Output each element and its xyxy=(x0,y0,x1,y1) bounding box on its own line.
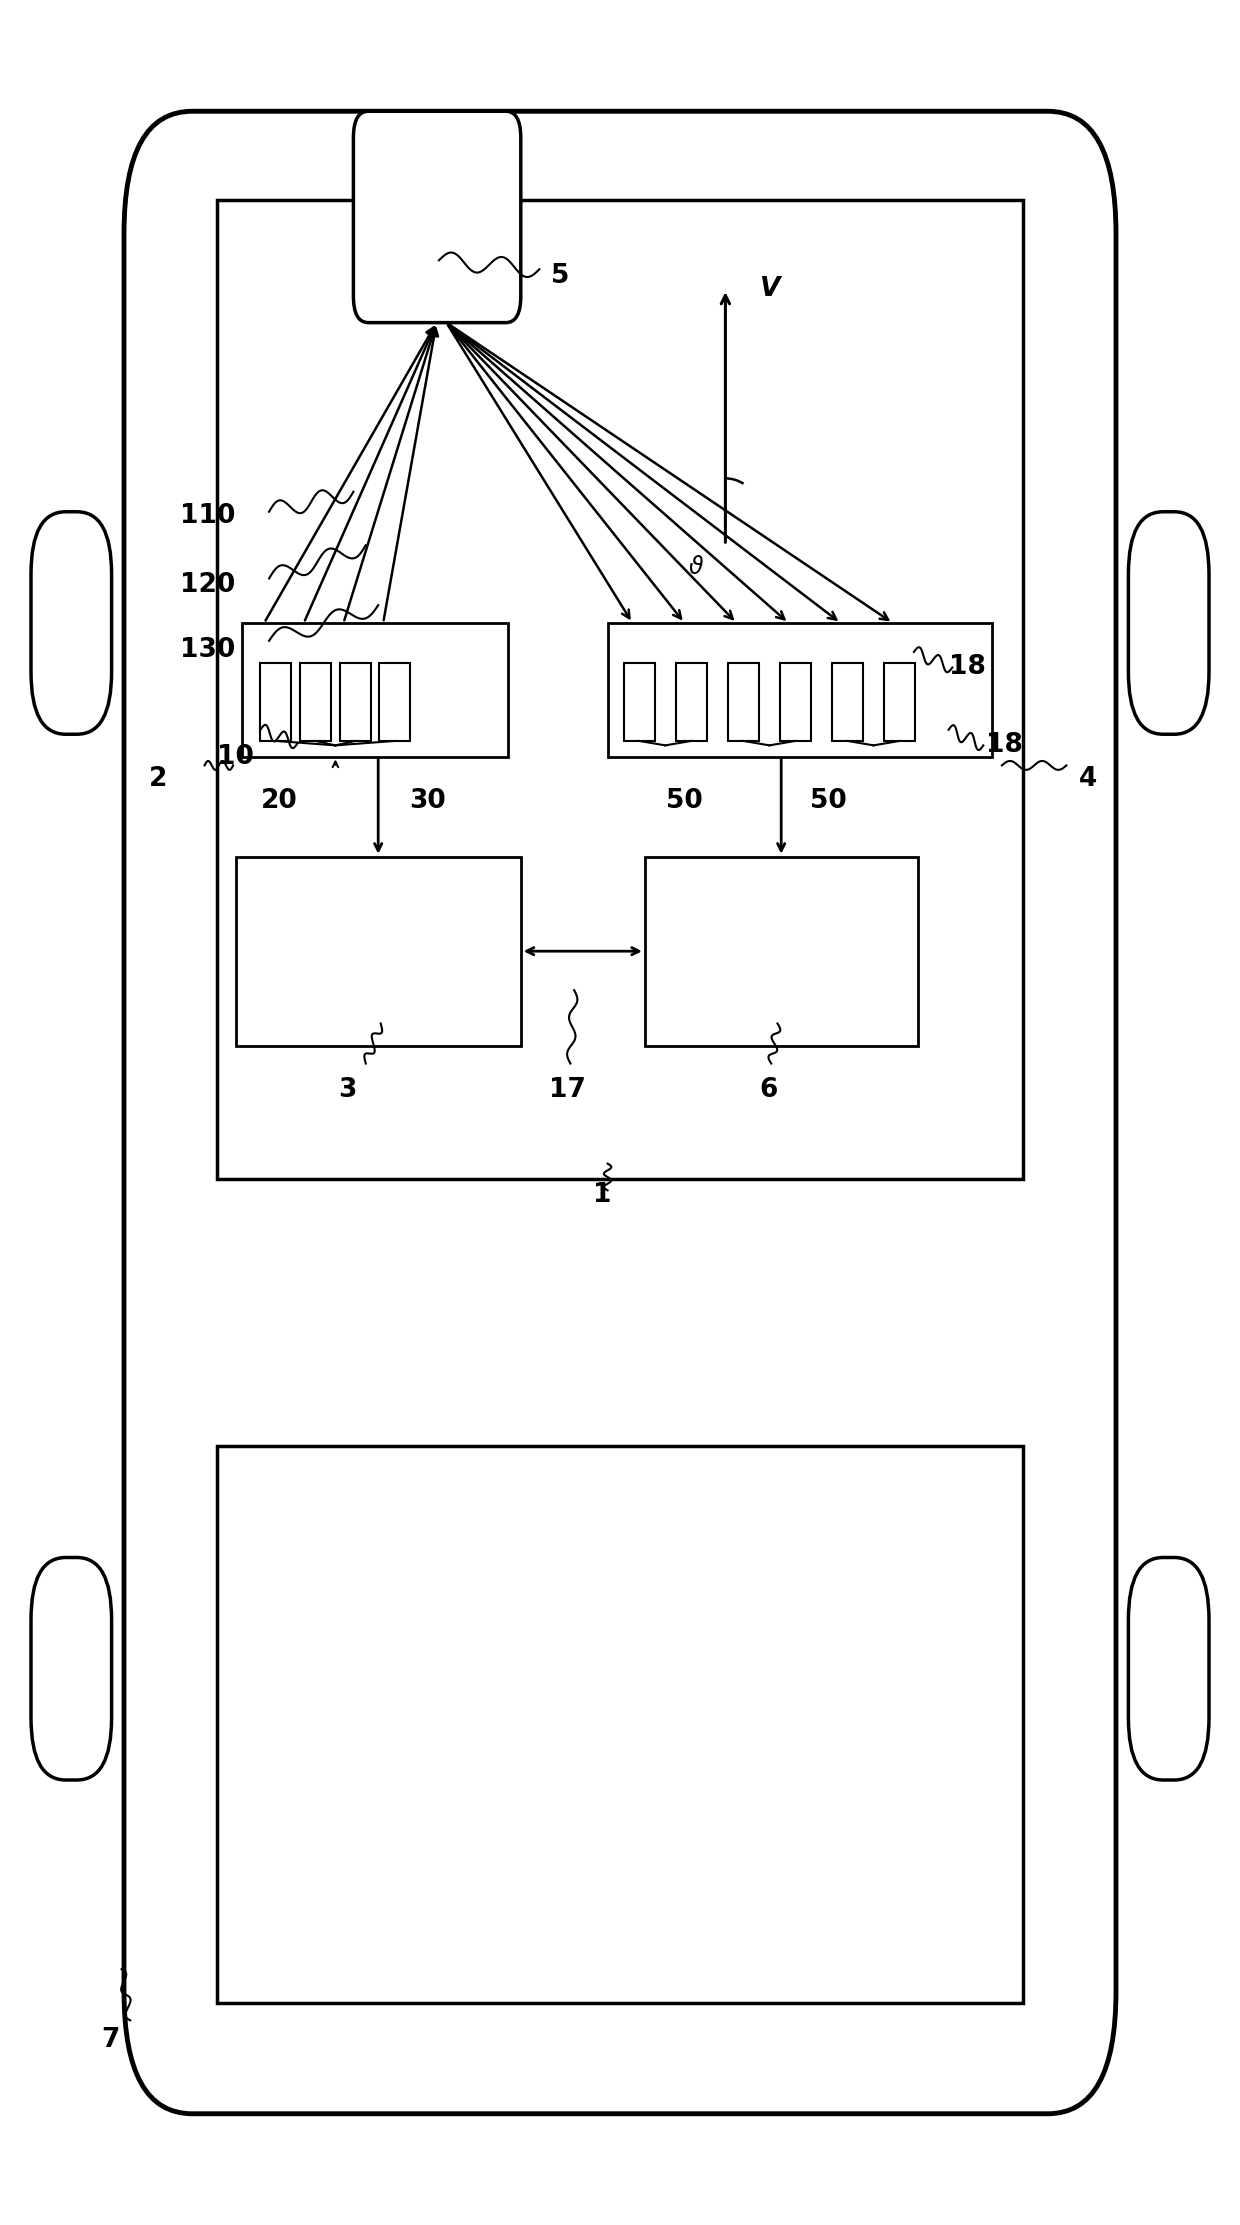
Bar xyxy=(624,663,655,741)
Text: 7: 7 xyxy=(102,2027,120,2054)
Text: 50: 50 xyxy=(666,788,703,814)
Text: 18: 18 xyxy=(986,732,1023,759)
Bar xyxy=(340,663,371,741)
FancyBboxPatch shape xyxy=(124,111,1116,2114)
Bar xyxy=(728,663,759,741)
Text: 10: 10 xyxy=(217,743,254,770)
Text: 3: 3 xyxy=(339,1077,357,1104)
FancyBboxPatch shape xyxy=(1128,1558,1209,1780)
Bar xyxy=(832,663,863,741)
Text: 17: 17 xyxy=(549,1077,587,1104)
Text: 120: 120 xyxy=(180,572,236,599)
Bar xyxy=(236,857,521,1046)
Bar xyxy=(260,663,291,741)
Text: 5: 5 xyxy=(551,263,569,289)
Bar xyxy=(645,857,918,1046)
Text: $\vartheta$: $\vartheta$ xyxy=(688,556,704,578)
Text: 110: 110 xyxy=(180,503,236,530)
FancyBboxPatch shape xyxy=(31,1558,112,1780)
Text: 4: 4 xyxy=(1079,765,1097,792)
FancyBboxPatch shape xyxy=(1128,512,1209,734)
Bar xyxy=(676,663,707,741)
Bar xyxy=(379,663,410,741)
Bar xyxy=(242,623,508,757)
Text: 6: 6 xyxy=(759,1077,777,1104)
Text: 50: 50 xyxy=(810,788,847,814)
Text: 130: 130 xyxy=(180,636,236,663)
Bar xyxy=(300,663,331,741)
Bar xyxy=(884,663,915,741)
Bar xyxy=(217,1446,1023,2002)
FancyBboxPatch shape xyxy=(31,512,112,734)
Text: 18: 18 xyxy=(949,654,986,681)
Bar xyxy=(608,623,992,757)
Bar xyxy=(217,200,1023,1179)
Text: V: V xyxy=(760,276,780,303)
Text: 20: 20 xyxy=(260,788,298,814)
Text: 30: 30 xyxy=(409,788,446,814)
Text: 2: 2 xyxy=(149,765,167,792)
FancyBboxPatch shape xyxy=(353,111,521,323)
Bar xyxy=(780,663,811,741)
Text: 1: 1 xyxy=(593,1181,611,1208)
